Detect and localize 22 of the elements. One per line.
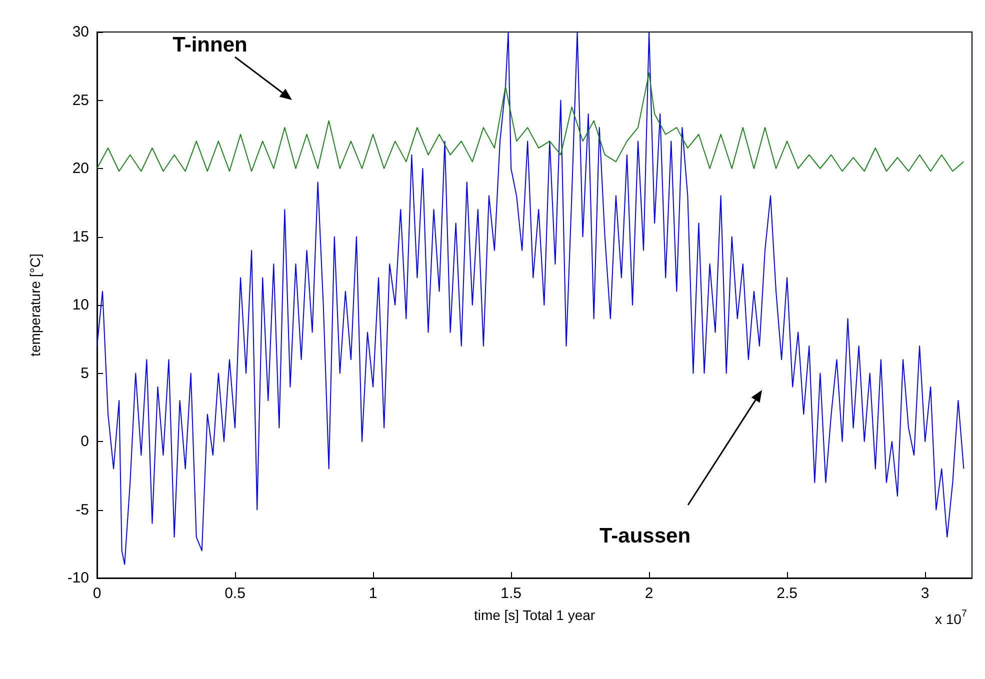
x-tick-label: 0 (92, 585, 102, 602)
y-tick-label: 0 (80, 433, 89, 450)
annotation: T-aussen (599, 524, 691, 548)
annotation: T-innen (172, 34, 248, 56)
y-tick-label: -10 (67, 570, 89, 586)
line-series (96, 32, 964, 565)
y-tick-label: 10 (72, 296, 89, 314)
x-tick-label: 0.5 (224, 585, 246, 602)
y-tick-label: 20 (72, 160, 89, 177)
x-axis-title: time [s] Total 1 year (474, 607, 596, 623)
y-tick-label: -5 (76, 501, 89, 518)
y-axis-title: temperature [°C] (27, 254, 43, 356)
y-tick-label: 5 (80, 364, 89, 382)
x-tick-label: 2 (644, 585, 654, 602)
line-series (96, 72, 964, 172)
y-tick-label: 25 (72, 92, 89, 109)
y-tick-label: 15 (72, 228, 89, 246)
x-tick-label: 2.5 (776, 585, 798, 602)
x-tick-label: 3 (920, 585, 930, 602)
x-tick-label: 1.5 (500, 585, 522, 602)
x-tick-label: 1 (368, 585, 378, 602)
y-tick-label: 30 (72, 24, 89, 40)
